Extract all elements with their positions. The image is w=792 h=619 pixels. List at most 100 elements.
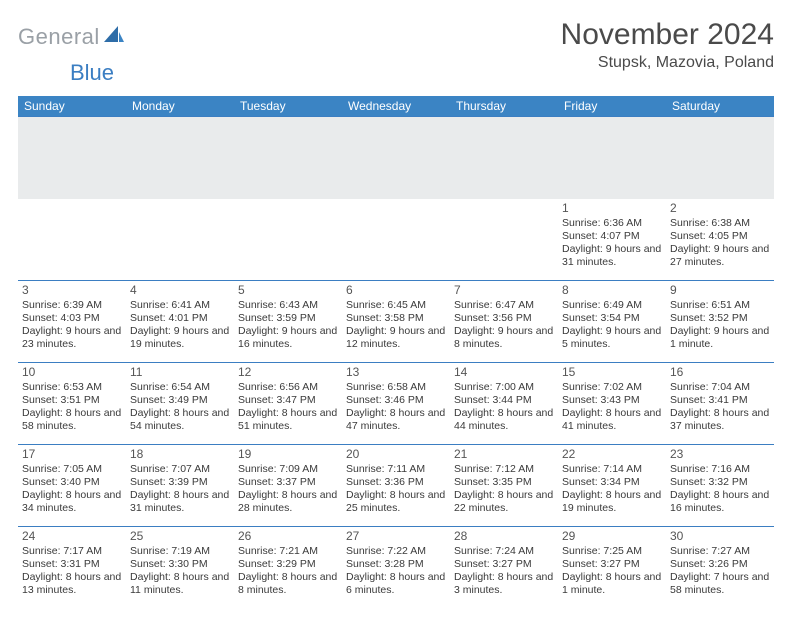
- sunset-line: Sunset: 3:30 PM: [130, 558, 230, 571]
- day-number: 14: [454, 365, 554, 380]
- calendar-cell: 4Sunrise: 6:41 AMSunset: 4:01 PMDaylight…: [126, 281, 234, 363]
- day-header: Tuesday: [234, 96, 342, 117]
- day-number: 20: [346, 447, 446, 462]
- calendar-cell: 23Sunrise: 7:16 AMSunset: 3:32 PMDayligh…: [666, 445, 774, 527]
- sunset-line: Sunset: 3:29 PM: [238, 558, 338, 571]
- day-number: 24: [22, 529, 122, 544]
- day-number: 25: [130, 529, 230, 544]
- day-number: 12: [238, 365, 338, 380]
- calendar-cell: 21Sunrise: 7:12 AMSunset: 3:35 PMDayligh…: [450, 445, 558, 527]
- day-number: 9: [670, 283, 770, 298]
- sunset-line: Sunset: 3:40 PM: [22, 476, 122, 489]
- day-number: 29: [562, 529, 662, 544]
- calendar-cell: 25Sunrise: 7:19 AMSunset: 3:30 PMDayligh…: [126, 527, 234, 609]
- calendar-cell: 2Sunrise: 6:38 AMSunset: 4:05 PMDaylight…: [666, 199, 774, 281]
- calendar-cell: [234, 199, 342, 281]
- location: Stupsk, Mazovia, Poland: [561, 54, 774, 72]
- day-number: 23: [670, 447, 770, 462]
- daylight-line: Daylight: 9 hours and 16 minutes.: [238, 325, 338, 351]
- sunrise-line: Sunrise: 6:58 AM: [346, 381, 446, 394]
- sunrise-line: Sunrise: 7:02 AM: [562, 381, 662, 394]
- daylight-line: Daylight: 8 hours and 37 minutes.: [670, 407, 770, 433]
- sunset-line: Sunset: 3:56 PM: [454, 312, 554, 325]
- daylight-line: Daylight: 8 hours and 41 minutes.: [562, 407, 662, 433]
- sunrise-line: Sunrise: 6:49 AM: [562, 299, 662, 312]
- sunset-line: Sunset: 3:51 PM: [22, 394, 122, 407]
- day-number: 30: [670, 529, 770, 544]
- sunrise-line: Sunrise: 7:27 AM: [670, 545, 770, 558]
- sunset-line: Sunset: 3:32 PM: [670, 476, 770, 489]
- calendar-cell: 8Sunrise: 6:49 AMSunset: 3:54 PMDaylight…: [558, 281, 666, 363]
- calendar-cell: 12Sunrise: 6:56 AMSunset: 3:47 PMDayligh…: [234, 363, 342, 445]
- day-number: 13: [346, 365, 446, 380]
- day-number: 27: [346, 529, 446, 544]
- sunset-line: Sunset: 3:31 PM: [22, 558, 122, 571]
- sunrise-line: Sunrise: 7:00 AM: [454, 381, 554, 394]
- day-header-row: SundayMondayTuesdayWednesdayThursdayFrid…: [18, 96, 774, 117]
- sunset-line: Sunset: 3:36 PM: [346, 476, 446, 489]
- sunrise-line: Sunrise: 6:36 AM: [562, 217, 662, 230]
- logo-text-gray: General: [18, 24, 100, 50]
- calendar-cell: 27Sunrise: 7:22 AMSunset: 3:28 PMDayligh…: [342, 527, 450, 609]
- day-header: Saturday: [666, 96, 774, 117]
- calendar-cell: [18, 199, 126, 281]
- sunrise-line: Sunrise: 6:41 AM: [130, 299, 230, 312]
- day-number: 16: [670, 365, 770, 380]
- day-number: 3: [22, 283, 122, 298]
- sunrise-line: Sunrise: 7:14 AM: [562, 463, 662, 476]
- sunset-line: Sunset: 3:26 PM: [670, 558, 770, 571]
- day-number: 6: [346, 283, 446, 298]
- sunrise-line: Sunrise: 7:25 AM: [562, 545, 662, 558]
- sunset-line: Sunset: 3:49 PM: [130, 394, 230, 407]
- sunset-line: Sunset: 3:59 PM: [238, 312, 338, 325]
- day-header: Thursday: [450, 96, 558, 117]
- sunset-line: Sunset: 3:37 PM: [238, 476, 338, 489]
- daylight-line: Daylight: 8 hours and 1 minute.: [562, 571, 662, 597]
- daylight-line: Daylight: 8 hours and 58 minutes.: [22, 407, 122, 433]
- day-number: 4: [130, 283, 230, 298]
- calendar-cell: 30Sunrise: 7:27 AMSunset: 3:26 PMDayligh…: [666, 527, 774, 609]
- daylight-line: Daylight: 8 hours and 13 minutes.: [22, 571, 122, 597]
- calendar-cell: [450, 199, 558, 281]
- calendar-week: 24Sunrise: 7:17 AMSunset: 3:31 PMDayligh…: [18, 527, 774, 609]
- calendar-cell: 13Sunrise: 6:58 AMSunset: 3:46 PMDayligh…: [342, 363, 450, 445]
- calendar-cell: 1Sunrise: 6:36 AMSunset: 4:07 PMDaylight…: [558, 199, 666, 281]
- sunrise-line: Sunrise: 7:09 AM: [238, 463, 338, 476]
- daylight-line: Daylight: 8 hours and 8 minutes.: [238, 571, 338, 597]
- day-number: 11: [130, 365, 230, 380]
- calendar-page: General November 2024 Stupsk, Mazovia, P…: [0, 0, 792, 619]
- daylight-line: Daylight: 9 hours and 12 minutes.: [346, 325, 446, 351]
- day-number: 17: [22, 447, 122, 462]
- sunrise-line: Sunrise: 7:21 AM: [238, 545, 338, 558]
- daylight-line: Daylight: 8 hours and 19 minutes.: [562, 489, 662, 515]
- sunset-line: Sunset: 3:44 PM: [454, 394, 554, 407]
- day-header: Friday: [558, 96, 666, 117]
- daylight-line: Daylight: 8 hours and 31 minutes.: [130, 489, 230, 515]
- calendar-cell: 20Sunrise: 7:11 AMSunset: 3:36 PMDayligh…: [342, 445, 450, 527]
- sunset-line: Sunset: 3:43 PM: [562, 394, 662, 407]
- calendar-cell: 11Sunrise: 6:54 AMSunset: 3:49 PMDayligh…: [126, 363, 234, 445]
- calendar-cell: [126, 199, 234, 281]
- daylight-line: Daylight: 8 hours and 16 minutes.: [670, 489, 770, 515]
- sunrise-line: Sunrise: 6:56 AM: [238, 381, 338, 394]
- title-block: November 2024 Stupsk, Mazovia, Poland: [561, 18, 774, 72]
- sunset-line: Sunset: 4:03 PM: [22, 312, 122, 325]
- daylight-line: Daylight: 9 hours and 23 minutes.: [22, 325, 122, 351]
- daylight-line: Daylight: 8 hours and 22 minutes.: [454, 489, 554, 515]
- day-number: 26: [238, 529, 338, 544]
- day-number: 10: [22, 365, 122, 380]
- calendar-cell: 7Sunrise: 6:47 AMSunset: 3:56 PMDaylight…: [450, 281, 558, 363]
- day-number: 1: [562, 201, 662, 216]
- calendar-cell: 15Sunrise: 7:02 AMSunset: 3:43 PMDayligh…: [558, 363, 666, 445]
- daylight-line: Daylight: 9 hours and 8 minutes.: [454, 325, 554, 351]
- sunrise-line: Sunrise: 6:38 AM: [670, 217, 770, 230]
- day-number: 8: [562, 283, 662, 298]
- day-number: 2: [670, 201, 770, 216]
- calendar-cell: 26Sunrise: 7:21 AMSunset: 3:29 PMDayligh…: [234, 527, 342, 609]
- calendar-cell: 19Sunrise: 7:09 AMSunset: 3:37 PMDayligh…: [234, 445, 342, 527]
- sunrise-line: Sunrise: 6:43 AM: [238, 299, 338, 312]
- sunset-line: Sunset: 3:28 PM: [346, 558, 446, 571]
- calendar-week: 17Sunrise: 7:05 AMSunset: 3:40 PMDayligh…: [18, 445, 774, 527]
- daylight-line: Daylight: 7 hours and 58 minutes.: [670, 571, 770, 597]
- sunrise-line: Sunrise: 7:12 AM: [454, 463, 554, 476]
